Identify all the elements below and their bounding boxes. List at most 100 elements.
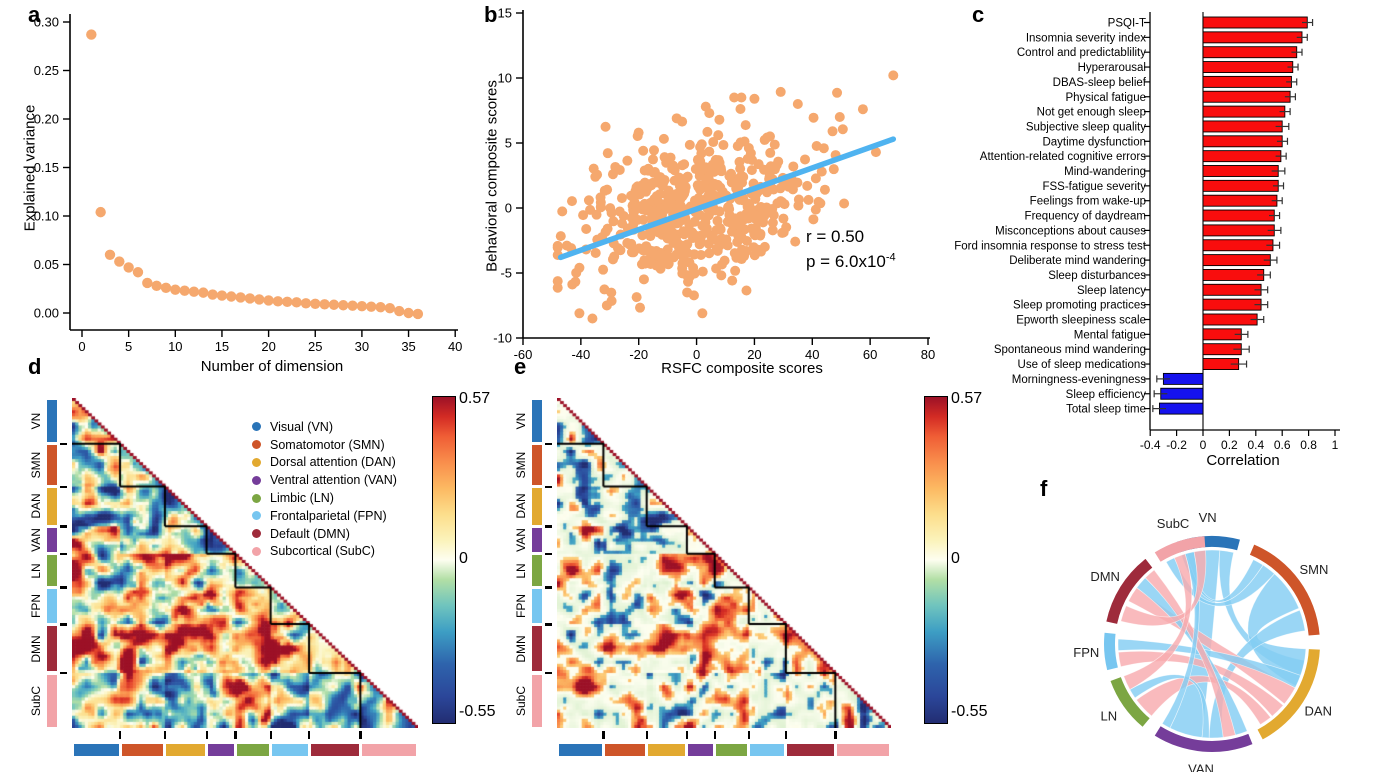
network-strip-segment (236, 744, 270, 756)
p-value: p = 6.0x10-4 (806, 250, 896, 271)
chord-network-label: FPN (1073, 645, 1099, 660)
network-arc (1154, 726, 1253, 752)
network-chord-diagram: VN SMN DAN VAN LN FPN DMN SubC (1073, 510, 1332, 772)
network-axis-label: DMN (29, 634, 43, 663)
panel-label-e: e (514, 354, 527, 379)
rsfc-behavior-scatter: -60 -40 -20 0 20 40 60 80 -10 -5 0 5 10 15 (493, 6, 935, 363)
svg-text:-5: -5 (500, 266, 512, 281)
network-boundary-tick (60, 672, 67, 675)
scree-xlabel: Number of dimension (200, 358, 344, 375)
correlation-bar (1202, 224, 1275, 237)
svg-text:-0.2: -0.2 (1166, 438, 1187, 452)
panel-label-f: f (1040, 476, 1048, 501)
network-strip-segment (73, 744, 119, 756)
network-strip-segment (166, 744, 206, 756)
network-strip-segment (750, 744, 785, 756)
correlation-bar (1202, 209, 1275, 222)
network-axis-label: DAN (29, 493, 43, 520)
svg-text:1: 1 (1332, 438, 1339, 452)
correlation-bar (1202, 313, 1258, 326)
correlation-bar (1202, 31, 1303, 44)
legend-item: Frontalparietal (FPN) (252, 507, 397, 525)
bar-category-label: DBAS-sleep belief (1053, 77, 1147, 89)
svg-text:-20: -20 (629, 347, 648, 362)
legend-item: Dorsal attention (DAN) (252, 454, 397, 472)
network-strip-segment (272, 744, 308, 756)
svg-text:0.15: 0.15 (34, 160, 59, 175)
bar-category-label: Mental fatigue (1074, 329, 1146, 341)
network-axis-label: LN (514, 562, 528, 579)
barchart-xlabel: Correlation (1206, 452, 1280, 469)
network-strip-segment (532, 588, 542, 623)
network-strip-segment (47, 555, 57, 586)
chord-network-label: DAN (1305, 704, 1332, 719)
network-boundary-tick (545, 552, 552, 556)
panel-label-b: b (484, 2, 498, 27)
network-boundary-tick (269, 731, 273, 739)
chord-network-label: LN (1100, 708, 1117, 723)
legend-dot-icon (252, 546, 261, 556)
correlation-annotation: r = 0.50 p = 6.0x10-4 (806, 225, 896, 274)
network-strip-segment (532, 399, 542, 443)
svg-text:0.6: 0.6 (1274, 438, 1291, 452)
r-value: r = 0.50 (806, 227, 865, 246)
scatter-ylabel: Behavioral composite scores (483, 80, 501, 272)
network-axis-label: DMN (514, 634, 528, 663)
panel-label-c: c (972, 2, 985, 27)
bar-category-label: Daytime dysfunction (1042, 136, 1146, 148)
bar-category-label: Insomnia severity index (1026, 32, 1146, 44)
network-boundary-tick (163, 731, 167, 739)
network-strip-segment (604, 744, 646, 756)
correlation-bar (1202, 254, 1271, 267)
colorbar-e-min: -0.55 (951, 703, 988, 720)
svg-text:10: 10 (498, 71, 512, 86)
svg-text:0.10: 0.10 (34, 209, 59, 224)
bar-category-label: Mind-wandering (1064, 166, 1146, 178)
svg-text:80: 80 (921, 347, 935, 362)
chord-ribbon (1135, 675, 1272, 726)
colorbar-d-min: -0.55 (459, 703, 496, 720)
svg-text:25: 25 (308, 339, 322, 354)
correlation-barchart: -0.4 -0.2 0 0.2 0.4 0.6 0.8 1 PSQI-T Insomnia sev… (954, 12, 1340, 452)
network-strip-segment (532, 445, 542, 486)
svg-text:0.30: 0.30 (34, 15, 59, 30)
bar-category-label: PSQI-T (1108, 18, 1146, 30)
network-boundary-tick (119, 731, 122, 739)
network-strip-segment (121, 744, 164, 756)
network-axis-label: SubC (514, 685, 528, 716)
correlation-bar (1202, 135, 1283, 148)
bar-category-label: Ford insomnia response to stress test (954, 240, 1147, 252)
legend-item: Visual (VN) (252, 418, 397, 436)
network-boundary-tick (834, 731, 837, 739)
legend-label: Default (DMN) (270, 526, 350, 541)
chord-ribbon (1247, 573, 1307, 687)
correlation-bar (1202, 283, 1262, 296)
network-arc (1110, 677, 1150, 727)
svg-text:0.8: 0.8 (1300, 438, 1317, 452)
correlation-bar (1202, 165, 1279, 177)
legend-dot-icon (252, 457, 261, 467)
svg-text:-0.4: -0.4 (1140, 438, 1161, 452)
correlation-bar (1202, 61, 1294, 73)
svg-text:0.25: 0.25 (34, 63, 59, 78)
network-boundary-tick (545, 525, 552, 528)
network-arc (1106, 558, 1153, 624)
legend-dot-icon (252, 440, 261, 450)
panel-label-a: a (28, 2, 41, 27)
svg-text:60: 60 (863, 347, 877, 362)
network-axis-label: DAN (514, 493, 528, 520)
colorbar-e-max: 0.57 (951, 390, 983, 407)
network-boundary-tick (645, 731, 649, 739)
network-strip-segment (716, 744, 748, 756)
network-axis-label: SMN (29, 451, 43, 479)
network-axis-label: SMN (514, 451, 528, 479)
correlation-bar (1202, 150, 1282, 163)
network-axis-label: VAN (514, 528, 528, 552)
rsfc-matrix-heatmap-d (72, 398, 418, 728)
network-axis-label: FPN (29, 593, 43, 618)
svg-text:20: 20 (747, 347, 761, 362)
chord-ribbon (1117, 650, 1284, 717)
network-boundary-tick (205, 731, 208, 739)
legend-label: Frontalparietal (FPN) (270, 508, 387, 523)
